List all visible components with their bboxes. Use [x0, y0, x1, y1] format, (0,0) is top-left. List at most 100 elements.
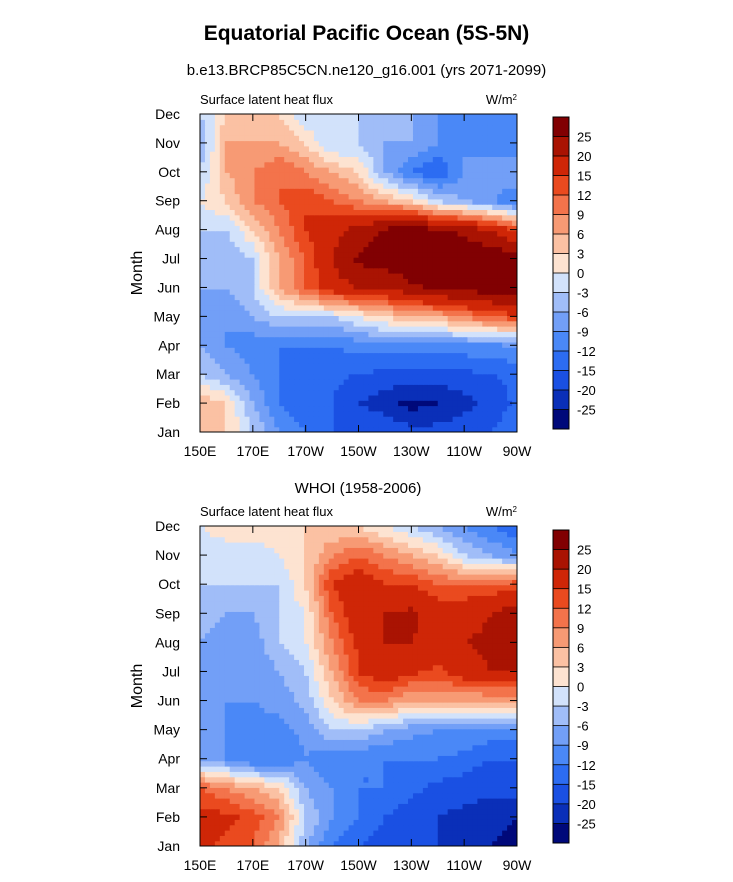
heatmap-cell [408, 336, 414, 343]
heatmap-cell [294, 410, 300, 417]
heatmap-cell [467, 273, 474, 279]
heatmap-cell [254, 771, 261, 778]
heatmap-cell [214, 363, 221, 369]
heatmap-cell [412, 363, 419, 369]
heatmap-cell [239, 373, 246, 380]
heatmap-cell [333, 283, 340, 290]
heatmap-cell [393, 235, 399, 242]
heatmap-cell [279, 824, 285, 831]
heatmap-cell [368, 347, 374, 354]
heatmap-cell [492, 267, 498, 274]
heatmap-cell [249, 405, 256, 412]
heatmap-cell [477, 315, 483, 322]
heatmap-cell [284, 347, 290, 354]
heatmap-cell [299, 352, 305, 359]
heatmap-cell [432, 278, 439, 285]
heatmap-cell [507, 373, 513, 380]
heatmap-cell [497, 288, 503, 295]
heatmap-cell [462, 808, 469, 815]
heatmap-cell [427, 803, 434, 810]
heatmap-cell [313, 299, 320, 306]
heatmap-cell [388, 241, 394, 248]
heatmap-cell [333, 416, 340, 422]
heatmap-cell [259, 198, 265, 205]
heatmap-cell [358, 193, 365, 200]
heatmap-cell [358, 400, 365, 407]
heatmap-cell [308, 257, 315, 263]
heatmap-cell [442, 257, 449, 263]
x-tick-label: 170E [236, 443, 269, 459]
heatmap-cell [393, 400, 399, 407]
heatmap-cell [467, 830, 474, 836]
heatmap-cell [432, 819, 439, 826]
heatmap-cell [472, 188, 478, 195]
heatmap-cell [492, 114, 498, 120]
heatmap-cell [467, 129, 474, 136]
heatmap-cell [373, 204, 379, 210]
heatmap-cell [457, 760, 464, 767]
heatmap-cell [437, 760, 444, 767]
heatmap-cell [363, 204, 369, 210]
heatmap-cell [482, 235, 488, 242]
heatmap-cell [393, 363, 399, 369]
heatmap-cell [393, 214, 399, 221]
heatmap-cell [224, 310, 231, 316]
heatmap-cell [323, 814, 330, 820]
heatmap-cell [274, 161, 280, 168]
heatmap-cell [368, 278, 374, 285]
heatmap-cell [417, 214, 424, 221]
heatmap-cell [259, 204, 265, 210]
heatmap-cell [348, 278, 355, 285]
heatmap-cell [284, 416, 290, 422]
heatmap-cell [497, 771, 503, 778]
heatmap-cell [373, 326, 379, 332]
heatmap-cell [462, 798, 469, 804]
heatmap-cell [447, 172, 454, 179]
heatmap-cell [318, 220, 325, 226]
heatmap-cell [403, 214, 409, 221]
heatmap-cell [457, 273, 464, 279]
heatmap-cell [358, 299, 365, 306]
heatmap-cell [229, 352, 236, 359]
heatmap-cell [487, 124, 493, 131]
heatmap-cell [348, 331, 355, 338]
heatmap-cell [204, 214, 211, 221]
heatmap-cell [417, 394, 424, 401]
heatmap-cell [437, 315, 444, 322]
heatmap-cell [249, 220, 256, 226]
heatmap-cell [289, 124, 295, 131]
heatmap-cell [427, 824, 434, 831]
heatmap-cell [224, 283, 231, 290]
heatmap-cell [224, 782, 231, 788]
heatmap-cell [313, 373, 320, 380]
heatmap-cell [239, 235, 246, 242]
heatmap-cell [472, 278, 478, 285]
heatmap-cell [393, 808, 399, 815]
heatmap-cell [234, 315, 241, 322]
heatmap-cell [294, 373, 300, 380]
heatmap-cell [214, 792, 221, 799]
heatmap-cell [368, 315, 374, 322]
heatmap-cell [304, 760, 310, 767]
heatmap-cell [323, 129, 330, 136]
heatmap-cell [343, 310, 350, 316]
heatmap-cell [467, 782, 474, 788]
heatmap-cell [467, 320, 474, 327]
heatmap-cell [313, 167, 320, 173]
heatmap-cell [358, 787, 365, 794]
heatmap-cell [368, 251, 374, 258]
heatmap-cell [200, 283, 206, 290]
heatmap-cell [239, 257, 246, 263]
heatmap-cell [497, 241, 503, 248]
heatmap-cell [294, 352, 300, 359]
heatmap-cell [487, 803, 493, 810]
heatmap-cell [363, 379, 369, 385]
heatmap-cell [279, 814, 285, 820]
heatmap-cell [358, 389, 365, 396]
heatmap-cell [492, 198, 498, 205]
heatmap-cell [308, 363, 315, 369]
heatmap-cell [234, 209, 241, 216]
heatmap-cell [338, 341, 345, 348]
heatmap-cell [398, 320, 404, 327]
heatmap-cell [393, 771, 399, 778]
